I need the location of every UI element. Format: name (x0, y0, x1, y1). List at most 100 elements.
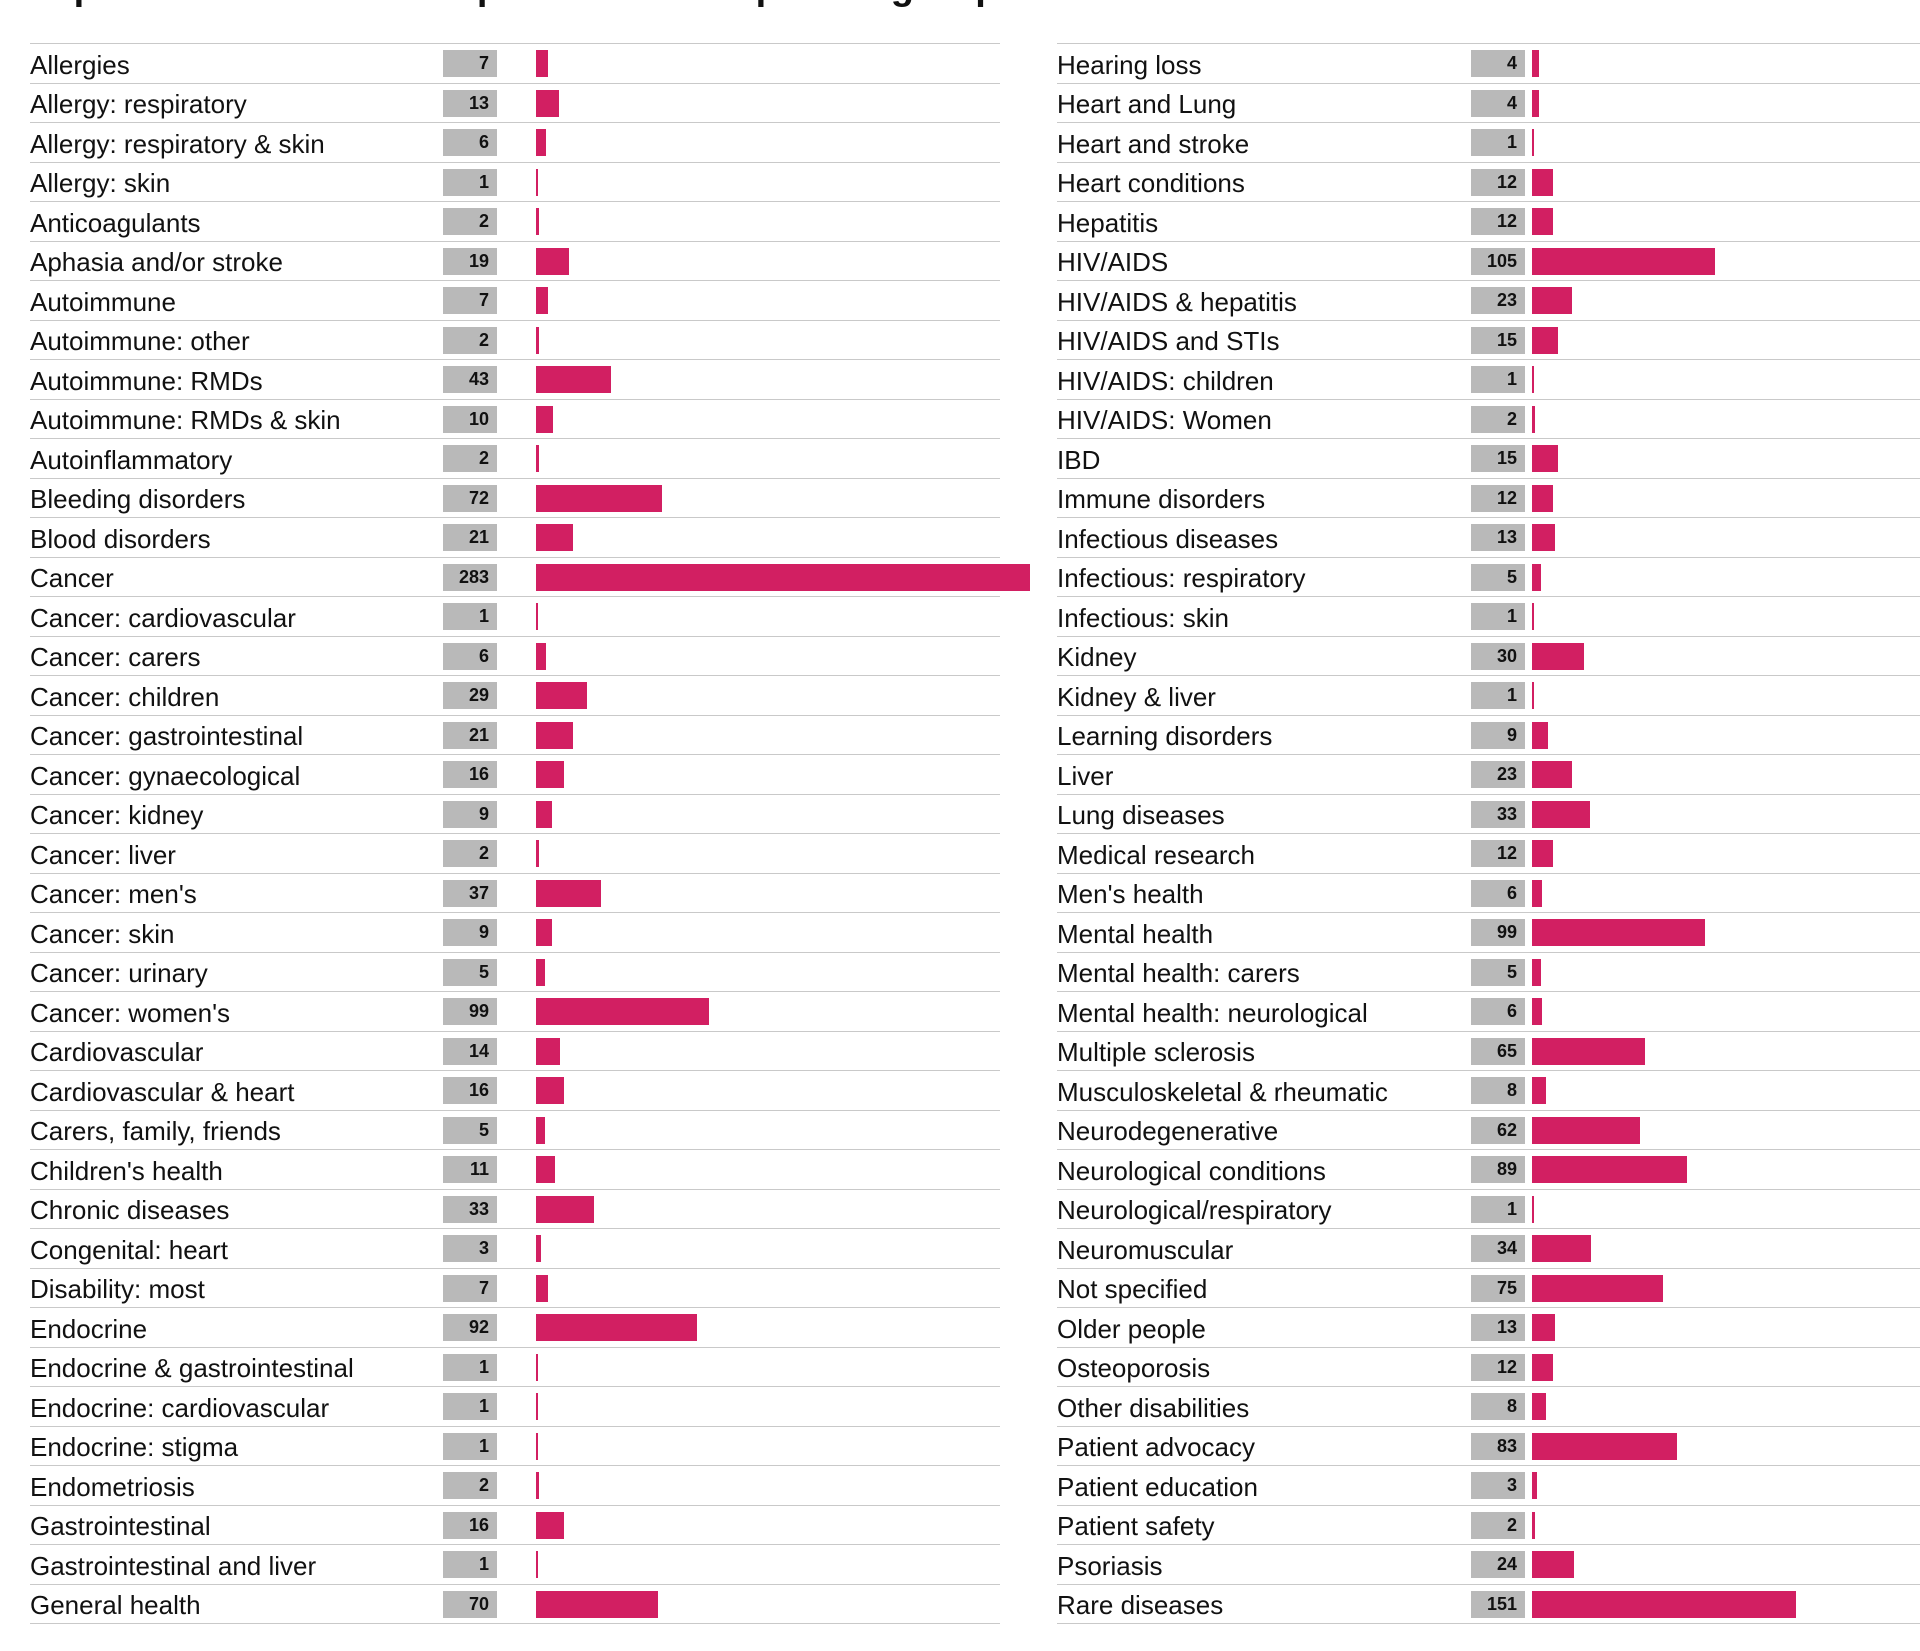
value-label: 23 (1471, 761, 1525, 788)
value-label: 70 (443, 1590, 497, 1618)
bar (536, 287, 549, 314)
bar (1532, 1511, 1536, 1539)
bar (536, 800, 552, 828)
chart-row: Cancer: cardiovascular 1 (30, 597, 1000, 637)
value-label: 15 (1471, 326, 1525, 354)
chart-row: Multiple sclerosis 65 (1057, 1032, 1920, 1071)
category-label: Hepatitis (1057, 207, 1159, 238)
value-label: 5 (1471, 563, 1525, 591)
bar (536, 1116, 545, 1144)
value-label: 6 (443, 129, 497, 156)
bar (536, 1353, 538, 1381)
chart-row: Kidney & liver 1 (1057, 676, 1920, 716)
value-label: 16 (443, 1511, 497, 1539)
value-label: 19 (443, 247, 497, 275)
value-label: 33 (1471, 800, 1525, 828)
category-label: HIV/AIDS: Women (1057, 405, 1272, 435)
bar (1532, 1235, 1592, 1262)
bar (536, 89, 559, 117)
value-label: 9 (443, 919, 497, 946)
chart-row: Immune disorders 12 (1057, 479, 1920, 518)
bar (1532, 326, 1559, 354)
chart-row: Heart conditions 12 (1057, 163, 1920, 202)
chart-row: Cancer: kidney 9 (30, 795, 1000, 834)
value-label: 2 (443, 326, 497, 354)
chart-row: Cancer: children 29 (30, 676, 1000, 716)
category-label: Heart and Lung (1057, 89, 1237, 119)
category-label: Allergy: respiratory & skin (30, 128, 325, 159)
bar (1532, 1077, 1546, 1104)
chart-row: Gastrointestinal 16 (30, 1506, 1000, 1545)
chart-row: Gastrointestinal and liver 1 (30, 1545, 1000, 1585)
value-label: 5 (443, 1116, 497, 1144)
bar (536, 1590, 659, 1618)
value-label: 1 (1471, 603, 1525, 630)
category-label: Heart and stroke (1057, 128, 1250, 159)
bar (536, 1393, 538, 1420)
value-label: 1 (443, 168, 497, 196)
value-label: 1 (1471, 1195, 1525, 1223)
chart-row: Aphasia and/or stroke 19 (30, 242, 1000, 281)
chart-row: Older people 13 (1057, 1308, 1920, 1348)
chart-row: Autoinflammatory 2 (30, 439, 1000, 479)
value-label: 1 (1471, 129, 1525, 156)
category-label: Cancer: gynaecological (30, 760, 301, 791)
value-label: 1 (443, 1353, 497, 1381)
bar (536, 603, 538, 630)
value-label: 37 (443, 879, 497, 907)
category-label: Allergy: skin (30, 168, 171, 198)
bar (1532, 1195, 1534, 1223)
category-label: Cardiovascular & heart (30, 1076, 295, 1107)
bar (1532, 919, 1705, 946)
value-label: 12 (1471, 168, 1525, 196)
value-label: 99 (443, 998, 497, 1025)
category-label: Gastrointestinal (30, 1511, 211, 1541)
value-label: 72 (443, 484, 497, 512)
chart-row: Endometriosis 2 (30, 1466, 1000, 1506)
category-label: Allergies (30, 49, 130, 80)
category-label: Mental health: carers (1057, 958, 1300, 988)
category-label: Cancer: urinary (30, 958, 208, 988)
category-label: Mental health: neurological (1057, 997, 1368, 1028)
chart-row: Autoimmune 7 (30, 281, 1000, 321)
category-label: HIV/AIDS and STIs (1057, 326, 1280, 356)
value-label: 105 (1471, 247, 1525, 275)
bar (536, 998, 709, 1025)
value-label: 7 (443, 50, 497, 77)
chart-row: HIV/AIDS: children 1 (1057, 360, 1920, 400)
bar (1532, 761, 1573, 788)
category-label: Blood disorders (30, 523, 211, 554)
category-label: Cancer: gastrointestinal (30, 721, 304, 751)
value-label: 30 (1471, 642, 1525, 670)
category-label: Chronic diseases (30, 1195, 230, 1225)
category-label: Autoinflammatory (30, 444, 233, 475)
chart-row: Men's health 6 (1057, 874, 1920, 913)
chart-row: Other disabilities 8 (1057, 1387, 1920, 1427)
value-label: 3 (1471, 1472, 1525, 1499)
category-label: Bleeding disorders (30, 484, 246, 514)
chart-row: Not specified 75 (1057, 1269, 1920, 1308)
chart-row: Endocrine 92 (30, 1308, 1000, 1348)
bar (1532, 405, 1536, 433)
bar (536, 919, 552, 946)
value-label: 23 (1471, 287, 1525, 314)
value-label: 1 (1471, 682, 1525, 709)
value-label: 83 (1471, 1432, 1525, 1460)
category-label: Cancer: cardiovascular (30, 602, 296, 633)
bar (1532, 682, 1534, 709)
bar (536, 405, 554, 433)
category-label: Older people (1057, 1313, 1206, 1344)
bar (536, 879, 601, 907)
bar (1532, 958, 1541, 986)
bar (1532, 1037, 1646, 1065)
chart-row: Allergy: respiratory & skin 6 (30, 123, 1000, 163)
value-label: 283 (443, 563, 497, 591)
category-label: Autoimmune: RMDs (30, 365, 263, 396)
value-label: 14 (443, 1037, 497, 1065)
bar (1532, 800, 1590, 828)
value-label: 5 (443, 958, 497, 986)
chart-row: Cancer: gastrointestinal 21 (30, 716, 1000, 755)
chart-row: Allergy: skin 1 (30, 163, 1000, 202)
chart-row: Neurological/respiratory 1 (1057, 1190, 1920, 1229)
chart-row: Bleeding disorders 72 (30, 479, 1000, 518)
